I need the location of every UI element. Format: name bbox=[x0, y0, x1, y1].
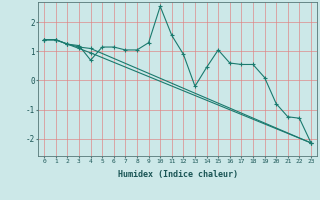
X-axis label: Humidex (Indice chaleur): Humidex (Indice chaleur) bbox=[118, 170, 238, 179]
